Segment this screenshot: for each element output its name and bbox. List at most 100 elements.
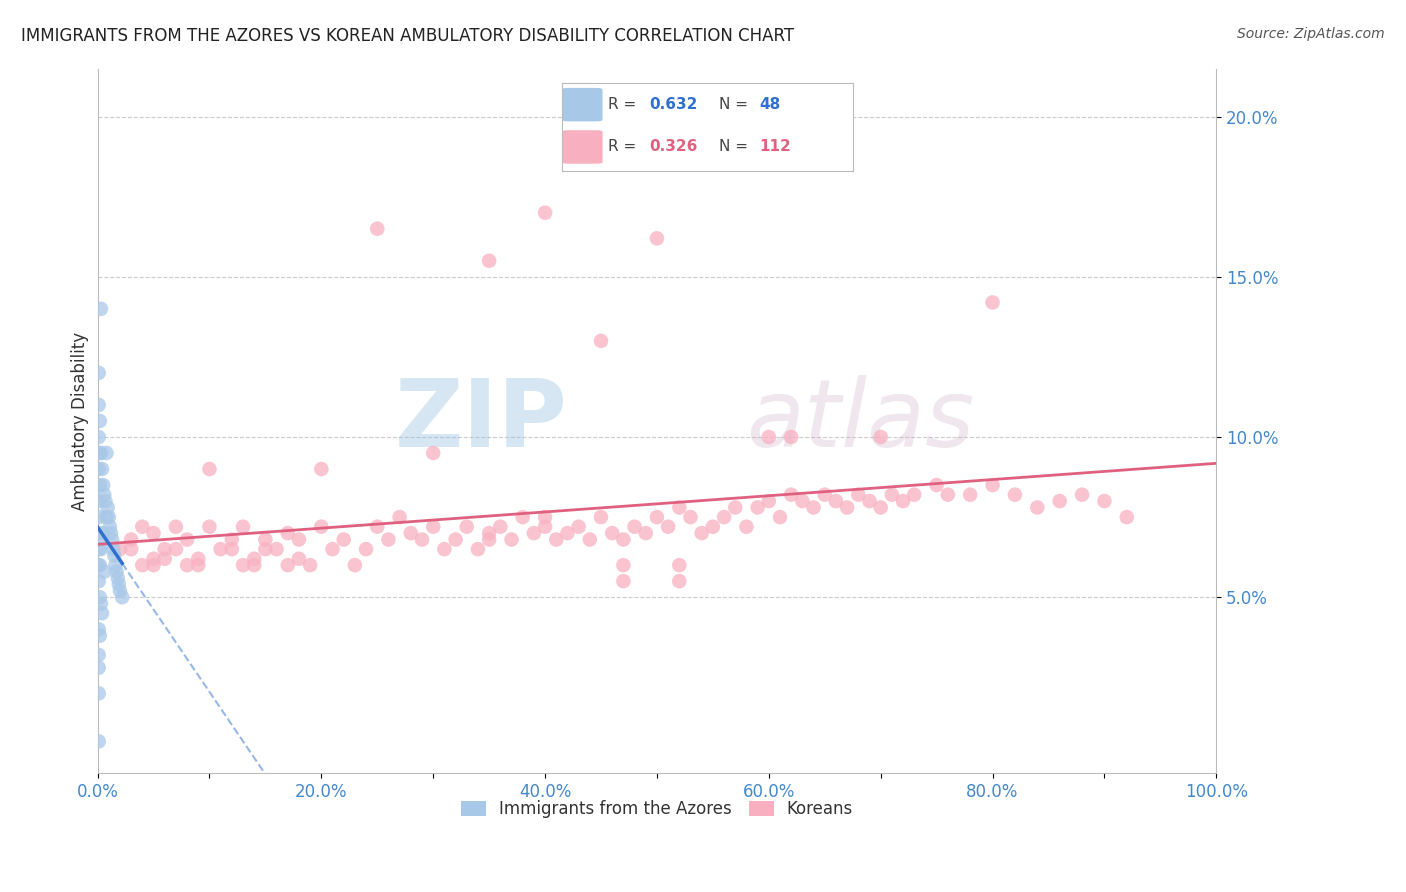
Point (891, 494, 914, 508)
Text: ZIP: ZIP (395, 375, 568, 467)
Point (87, 366, 110, 380)
Point (90, 542, 112, 557)
Point (311, 519, 333, 533)
Point (657, 519, 679, 533)
Point (90, 446, 112, 460)
Point (108, 577, 131, 591)
Point (104, 558, 127, 573)
Point (780, 488, 803, 502)
Point (869, 430, 891, 444)
Point (89, 414, 111, 428)
Point (101, 533, 124, 547)
Point (534, 519, 557, 533)
Point (93, 488, 115, 502)
Point (97, 510, 120, 524)
Point (634, 526, 657, 541)
Point (91, 478, 114, 492)
Point (534, 205, 557, 219)
Point (89, 510, 111, 524)
Y-axis label: Ambulatory Disability: Ambulatory Disability (72, 332, 89, 510)
Point (713, 510, 735, 524)
Point (89, 591, 111, 605)
Point (96, 446, 118, 460)
Point (846, 488, 869, 502)
Point (747, 500, 769, 515)
Point (243, 558, 266, 573)
Point (91, 462, 114, 476)
Point (254, 533, 277, 547)
Point (1115, 510, 1137, 524)
Point (105, 565, 128, 579)
Point (534, 510, 557, 524)
Point (512, 510, 534, 524)
Point (153, 542, 176, 557)
Point (668, 558, 690, 573)
Point (523, 526, 546, 541)
Point (668, 574, 690, 589)
Point (153, 551, 176, 566)
Point (299, 558, 322, 573)
Point (679, 510, 702, 524)
Point (288, 533, 311, 547)
Point (1094, 494, 1116, 508)
Point (769, 510, 792, 524)
Point (131, 519, 153, 533)
Point (388, 510, 411, 524)
Point (232, 519, 254, 533)
Point (467, 542, 489, 557)
Point (668, 500, 690, 515)
Point (589, 510, 612, 524)
Point (91, 533, 114, 547)
Point (108, 542, 131, 557)
Point (98, 519, 121, 533)
Text: Source: ZipAtlas.com: Source: ZipAtlas.com (1237, 27, 1385, 41)
Point (377, 533, 399, 547)
Point (1071, 488, 1094, 502)
Point (142, 558, 165, 573)
Point (1004, 488, 1026, 502)
Point (277, 558, 299, 573)
Point (96, 510, 118, 524)
Point (266, 542, 288, 557)
Point (478, 526, 501, 541)
Point (366, 221, 388, 235)
Point (254, 542, 277, 557)
Point (456, 519, 478, 533)
Point (198, 519, 221, 533)
Point (1026, 500, 1049, 515)
Point (120, 542, 142, 557)
Point (758, 430, 780, 444)
Point (89, 558, 111, 573)
Point (612, 558, 634, 573)
Point (120, 533, 142, 547)
Point (87, 734, 110, 748)
Point (321, 542, 343, 557)
Point (501, 533, 523, 547)
Point (589, 334, 612, 348)
Point (87, 526, 110, 541)
Point (612, 574, 634, 589)
Point (1049, 494, 1071, 508)
Point (959, 488, 981, 502)
Point (288, 551, 311, 566)
Point (623, 519, 645, 533)
Point (578, 533, 600, 547)
Point (87, 648, 110, 662)
Point (89, 629, 111, 643)
Point (311, 462, 333, 476)
Point (792, 494, 814, 508)
Point (87, 430, 110, 444)
Point (93, 565, 115, 579)
Point (165, 542, 187, 557)
Point (332, 533, 354, 547)
Point (103, 542, 125, 557)
Point (94, 494, 117, 508)
Point (87, 462, 110, 476)
Point (444, 533, 467, 547)
Point (366, 519, 388, 533)
Point (568, 519, 591, 533)
Point (546, 533, 568, 547)
Point (489, 519, 512, 533)
Text: IMMIGRANTS FROM THE AZORES VS KOREAN AMBULATORY DISABILITY CORRELATION CHART: IMMIGRANTS FROM THE AZORES VS KOREAN AMB… (21, 27, 794, 45)
Point (557, 526, 579, 541)
